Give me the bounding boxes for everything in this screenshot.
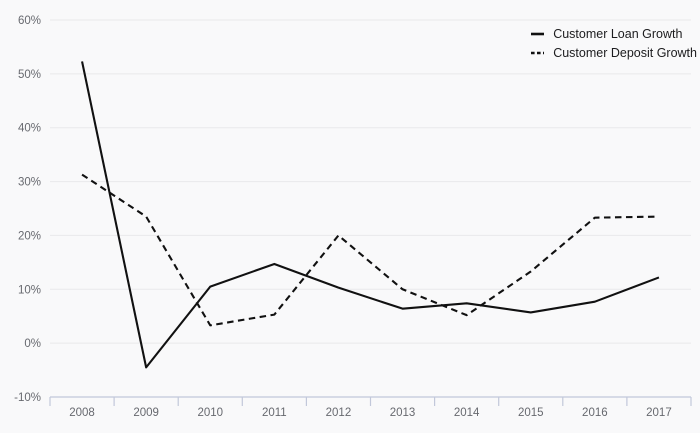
svg-text:2012: 2012 — [326, 407, 352, 419]
svg-text:2017: 2017 — [646, 407, 672, 419]
solid-line-swatch-icon — [531, 32, 545, 36]
legend-item-loan-growth: Customer Loan Growth — [530, 27, 697, 41]
legend: Customer Loan Growth Customer Deposit Gr… — [530, 27, 697, 60]
svg-text:2014: 2014 — [454, 407, 480, 419]
svg-text:-10%: -10% — [14, 392, 41, 404]
svg-text:30%: 30% — [18, 177, 41, 189]
legend-label-deposit-growth: Customer Deposit Growth — [553, 46, 697, 60]
svg-text:2011: 2011 — [262, 407, 287, 419]
svg-text:50%: 50% — [18, 69, 41, 81]
svg-text:10%: 10% — [18, 284, 41, 296]
legend-label-loan-growth: Customer Loan Growth — [553, 27, 683, 41]
svg-text:0%: 0% — [24, 338, 41, 350]
svg-text:2008: 2008 — [69, 407, 95, 419]
svg-text:2015: 2015 — [518, 407, 544, 419]
svg-text:2016: 2016 — [582, 407, 608, 419]
svg-text:2010: 2010 — [197, 407, 223, 419]
svg-text:60%: 60% — [18, 15, 41, 27]
svg-text:20%: 20% — [18, 230, 41, 242]
svg-text:40%: 40% — [18, 123, 41, 135]
dashed-line-swatch-icon — [531, 51, 545, 55]
legend-item-deposit-growth: Customer Deposit Growth — [530, 46, 697, 60]
svg-text:2013: 2013 — [390, 407, 416, 419]
svg-text:2009: 2009 — [133, 407, 159, 419]
